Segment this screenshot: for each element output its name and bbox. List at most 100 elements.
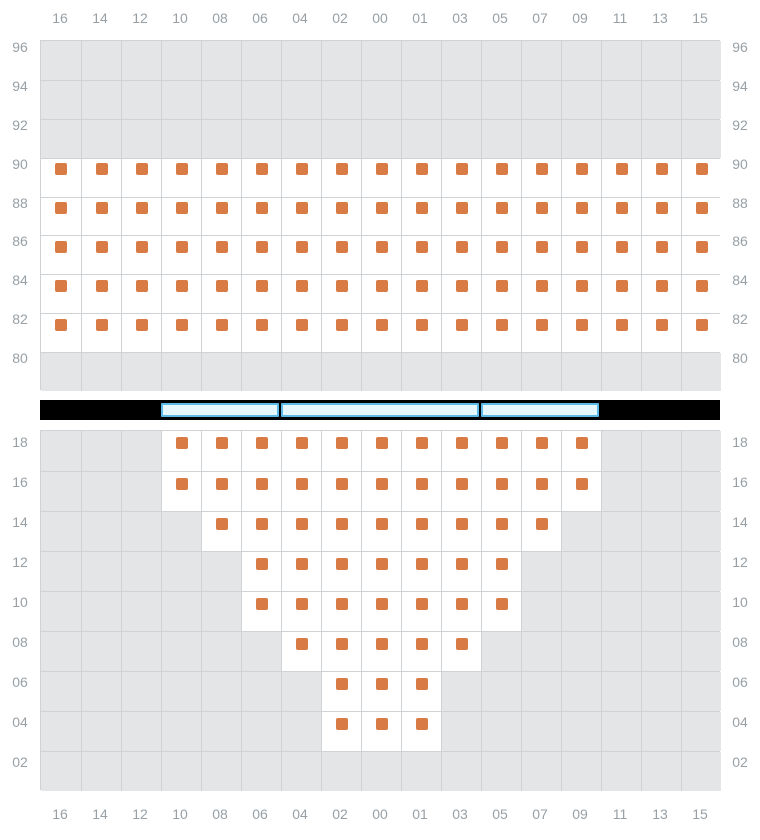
- seat-marker[interactable]: [496, 437, 508, 449]
- seat-marker[interactable]: [536, 319, 548, 331]
- seat-marker[interactable]: [496, 598, 508, 610]
- seat-marker[interactable]: [96, 280, 108, 292]
- seat-marker[interactable]: [696, 280, 708, 292]
- seat-marker[interactable]: [296, 478, 308, 490]
- seat-marker[interactable]: [456, 437, 468, 449]
- seat-marker[interactable]: [336, 478, 348, 490]
- seat-marker[interactable]: [136, 319, 148, 331]
- seat-marker[interactable]: [616, 241, 628, 253]
- seat-marker[interactable]: [456, 478, 468, 490]
- seat-marker[interactable]: [576, 437, 588, 449]
- seat-marker[interactable]: [176, 319, 188, 331]
- seat-marker[interactable]: [656, 319, 668, 331]
- seat-marker[interactable]: [416, 598, 428, 610]
- seat-marker[interactable]: [456, 558, 468, 570]
- seat-marker[interactable]: [496, 202, 508, 214]
- seat-marker[interactable]: [336, 319, 348, 331]
- seat-marker[interactable]: [416, 558, 428, 570]
- seat-marker[interactable]: [376, 558, 388, 570]
- seat-marker[interactable]: [536, 202, 548, 214]
- seat-marker[interactable]: [376, 718, 388, 730]
- seat-marker[interactable]: [296, 163, 308, 175]
- seat-marker[interactable]: [416, 437, 428, 449]
- seat-marker[interactable]: [376, 478, 388, 490]
- seat-marker[interactable]: [416, 319, 428, 331]
- seat-marker[interactable]: [296, 280, 308, 292]
- seat-marker[interactable]: [336, 437, 348, 449]
- seat-marker[interactable]: [55, 202, 67, 214]
- seat-marker[interactable]: [656, 280, 668, 292]
- seat-marker[interactable]: [416, 478, 428, 490]
- seat-marker[interactable]: [376, 638, 388, 650]
- seat-marker[interactable]: [456, 598, 468, 610]
- seat-marker[interactable]: [576, 319, 588, 331]
- seat-marker[interactable]: [55, 241, 67, 253]
- seat-marker[interactable]: [336, 202, 348, 214]
- seat-marker[interactable]: [336, 518, 348, 530]
- seat-marker[interactable]: [176, 280, 188, 292]
- seat-marker[interactable]: [416, 202, 428, 214]
- seat-marker[interactable]: [296, 437, 308, 449]
- seat-marker[interactable]: [656, 202, 668, 214]
- seat-marker[interactable]: [496, 558, 508, 570]
- seat-marker[interactable]: [216, 241, 228, 253]
- seat-marker[interactable]: [616, 202, 628, 214]
- seat-marker[interactable]: [456, 518, 468, 530]
- seat-marker[interactable]: [256, 202, 268, 214]
- seat-marker[interactable]: [296, 319, 308, 331]
- seat-marker[interactable]: [536, 163, 548, 175]
- seat-marker[interactable]: [336, 718, 348, 730]
- seat-marker[interactable]: [216, 202, 228, 214]
- seat-marker[interactable]: [336, 163, 348, 175]
- seat-marker[interactable]: [496, 319, 508, 331]
- seat-marker[interactable]: [256, 241, 268, 253]
- seat-marker[interactable]: [216, 280, 228, 292]
- seat-marker[interactable]: [216, 163, 228, 175]
- seat-marker[interactable]: [456, 280, 468, 292]
- seat-marker[interactable]: [696, 319, 708, 331]
- seat-marker[interactable]: [416, 518, 428, 530]
- seat-marker[interactable]: [336, 638, 348, 650]
- seat-marker[interactable]: [336, 598, 348, 610]
- seat-marker[interactable]: [336, 558, 348, 570]
- seat-marker[interactable]: [296, 202, 308, 214]
- seat-marker[interactable]: [416, 638, 428, 650]
- seat-marker[interactable]: [55, 163, 67, 175]
- seat-marker[interactable]: [696, 202, 708, 214]
- seat-marker[interactable]: [496, 518, 508, 530]
- seat-marker[interactable]: [416, 163, 428, 175]
- seat-marker[interactable]: [296, 638, 308, 650]
- seat-marker[interactable]: [536, 518, 548, 530]
- seat-marker[interactable]: [176, 437, 188, 449]
- seat-marker[interactable]: [176, 241, 188, 253]
- seat-marker[interactable]: [296, 241, 308, 253]
- seat-marker[interactable]: [336, 280, 348, 292]
- seat-marker[interactable]: [376, 598, 388, 610]
- seat-marker[interactable]: [256, 478, 268, 490]
- seat-marker[interactable]: [416, 718, 428, 730]
- seat-marker[interactable]: [55, 280, 67, 292]
- seat-marker[interactable]: [376, 437, 388, 449]
- seat-marker[interactable]: [696, 163, 708, 175]
- seat-marker[interactable]: [496, 163, 508, 175]
- seat-marker[interactable]: [256, 558, 268, 570]
- seat-marker[interactable]: [376, 280, 388, 292]
- seat-marker[interactable]: [496, 478, 508, 490]
- seat-marker[interactable]: [336, 678, 348, 690]
- seat-marker[interactable]: [216, 518, 228, 530]
- seat-marker[interactable]: [376, 678, 388, 690]
- seat-marker[interactable]: [256, 437, 268, 449]
- seat-marker[interactable]: [256, 598, 268, 610]
- seat-marker[interactable]: [376, 163, 388, 175]
- seat-marker[interactable]: [576, 478, 588, 490]
- seat-marker[interactable]: [456, 202, 468, 214]
- seat-marker[interactable]: [256, 518, 268, 530]
- seat-marker[interactable]: [616, 280, 628, 292]
- seat-marker[interactable]: [656, 163, 668, 175]
- seat-marker[interactable]: [296, 518, 308, 530]
- seat-marker[interactable]: [256, 280, 268, 292]
- seat-marker[interactable]: [456, 241, 468, 253]
- seat-marker[interactable]: [696, 241, 708, 253]
- seat-marker[interactable]: [96, 202, 108, 214]
- seat-marker[interactable]: [216, 319, 228, 331]
